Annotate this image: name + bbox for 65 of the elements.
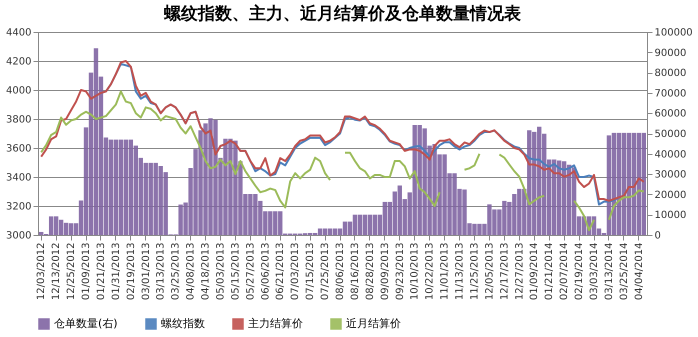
x-tick-label: 12/17/2013 xyxy=(499,242,510,300)
x-tick-label: 02/07/2014 xyxy=(559,242,570,300)
x-tick-label: 05/27/2013 xyxy=(245,242,256,300)
y2-tick-label: 0 xyxy=(654,230,661,242)
x-tick-label: 07/15/2013 xyxy=(305,242,316,300)
x-tick-label: 01/09/2013 xyxy=(81,242,92,300)
x-tick-label: 12/03/2012 xyxy=(36,242,48,300)
x-tick-label: 02/19/2014 xyxy=(574,242,586,300)
x-tick-label: 01/09/2014 xyxy=(529,242,540,300)
x-tick-label: 04/04/2014 xyxy=(634,242,645,300)
x-tick-label: 12/13/2012 xyxy=(51,242,62,300)
x-tick-label: 07/25/2013 xyxy=(320,242,332,300)
y-tick-label: 3800 xyxy=(6,114,32,126)
y-tick-label: 3400 xyxy=(6,172,32,184)
x-tick-label: 10/10/2013 xyxy=(410,242,421,300)
y-tick-label: 3600 xyxy=(6,144,32,154)
x-tick-label: 03/25/2014 xyxy=(618,242,630,300)
y2-tick-label: 80000 xyxy=(654,68,686,80)
y2-tick-label: 40000 xyxy=(654,149,686,160)
x-tick-label: 03/13/2014 xyxy=(604,242,615,300)
legend-label: 近月结算价 xyxy=(346,317,401,330)
x-tick-label: 03/01/2013 xyxy=(140,242,152,300)
x-tick-label: 01/21/2014 xyxy=(544,242,556,300)
x-tick-label: 03/03/2014 xyxy=(589,242,600,300)
x-tick-label: 05/03/2013 xyxy=(215,242,226,300)
legend-label: 螺纹指数 xyxy=(161,317,205,330)
y-tick-label: 4200 xyxy=(6,56,32,68)
x-tick-label: 05/15/2013 xyxy=(230,242,242,300)
x-tick-label: 12/05/2013 xyxy=(484,242,496,300)
y2-tick-label: 60000 xyxy=(654,108,686,120)
x-tick-label: 02/19/2013 xyxy=(126,242,137,300)
x-tick-label: 10/22/2013 xyxy=(424,242,436,300)
x-tick-label: 06/21/2013 xyxy=(275,242,286,300)
x-tick-label: 08/06/2013 xyxy=(335,242,346,300)
y2-tick-label: 100000 xyxy=(654,28,693,38)
y-tick-label: 4400 xyxy=(6,28,32,38)
x-tick-label: 08/28/2013 xyxy=(364,242,376,300)
y-tick-label: 3000 xyxy=(6,230,32,242)
x-tick-label: 01/31/2013 xyxy=(110,242,122,300)
x-tick-label: 12/25/2012 xyxy=(66,242,78,300)
x-tick-label: 03/13/2013 xyxy=(156,242,167,300)
y2-tick-label: 10000 xyxy=(654,210,686,222)
x-tick-label: 11/25/2013 xyxy=(469,242,480,300)
legend-label: 主力结算价 xyxy=(248,317,303,330)
x-tick-label: 06/06/2013 xyxy=(260,242,272,300)
x-tick-label: 04/18/2013 xyxy=(200,242,212,300)
x-tick-label: 04/08/2013 xyxy=(186,242,197,300)
x-tick-label: 09/23/2013 xyxy=(394,242,406,300)
x-tick-label: 08/16/2013 xyxy=(350,242,361,300)
y2-tick-label: 30000 xyxy=(654,170,686,181)
chart-title: 螺纹指数、主力、近月结算价及仓单数量情况表 xyxy=(163,4,522,24)
y2-tick-label: 20000 xyxy=(654,190,686,201)
x-tick-label: 07/03/2013 xyxy=(290,242,302,300)
y-tick-label: 4000 xyxy=(6,86,32,96)
x-tick-label: 03/25/2013 xyxy=(170,242,182,300)
y2-tick-label: 90000 xyxy=(654,48,686,59)
y-tick-label: 3200 xyxy=(6,202,32,212)
legend-label: 仓单数量(右) xyxy=(54,317,118,330)
x-tick-label: 11/01/2013 xyxy=(440,242,451,300)
y2-tick-label: 70000 xyxy=(654,88,686,100)
x-tick-label: 01/21/2013 xyxy=(96,242,107,300)
x-tick-label: 09/09/2013 xyxy=(380,242,391,300)
x-tick-label: 12/27/2013 xyxy=(514,242,526,300)
x-tick-label: 11/13/2013 xyxy=(454,242,466,300)
y2-tick-label: 50000 xyxy=(654,129,686,140)
